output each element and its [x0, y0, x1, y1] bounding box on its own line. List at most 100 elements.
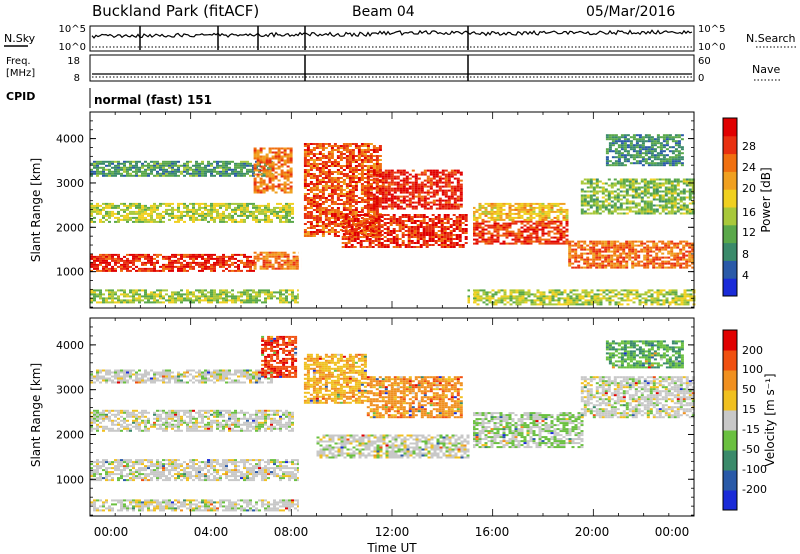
power-cell: [375, 161, 379, 163]
power-cell: [444, 191, 448, 194]
power-cell: [368, 234, 372, 236]
power-cell: [351, 169, 355, 171]
power-cell: [318, 189, 322, 191]
power-cell: [676, 252, 680, 255]
power-cell: [438, 197, 442, 200]
power-cell: [216, 162, 219, 165]
power-cell: [351, 167, 355, 169]
power-cell: [625, 244, 629, 247]
power-cell: [377, 216, 381, 218]
power-cell: [162, 289, 165, 292]
power-cell: [387, 183, 391, 186]
power-cell: [171, 299, 174, 302]
power-cell: [441, 177, 445, 180]
power-cell: [144, 289, 147, 292]
power-cell: [366, 157, 370, 159]
power-cell: [505, 214, 509, 217]
power-cell: [327, 145, 331, 147]
power-cell: [395, 218, 399, 220]
power-cell: [628, 244, 632, 247]
power-cell: [478, 216, 482, 219]
power-cell: [380, 216, 384, 218]
power-cell: [556, 228, 560, 231]
power-cell: [464, 218, 468, 220]
power-cell: [568, 252, 572, 255]
power-cell: [189, 210, 192, 213]
power-cell: [195, 202, 198, 205]
power-cell: [240, 301, 243, 304]
power-cell: [384, 171, 388, 174]
power-cell: [616, 254, 620, 257]
power-cell: [625, 264, 629, 267]
power-cell: [649, 262, 653, 265]
power-cell: [231, 214, 234, 217]
power-cell: [432, 171, 436, 174]
power-cell: [350, 244, 354, 246]
power-cell: [688, 264, 692, 267]
power-cell: [547, 226, 551, 229]
power-cell: [481, 220, 485, 223]
power-cell: [240, 299, 243, 302]
power-cell: [535, 202, 539, 205]
power-cell: [625, 256, 629, 259]
power-cell: [292, 265, 296, 268]
power-cell: [274, 177, 278, 180]
power-cell: [99, 289, 102, 292]
power-cell: [459, 203, 463, 206]
power-cell: [392, 246, 396, 248]
power-cell: [450, 175, 454, 178]
power-cell: [228, 168, 231, 171]
power-cell: [390, 193, 394, 196]
power-cell: [237, 299, 240, 302]
power-cell: [342, 143, 346, 145]
power-cell: [441, 199, 445, 202]
power-cell: [183, 204, 186, 207]
power-cell: [339, 229, 343, 231]
power-cell: [90, 301, 93, 304]
power-cell: [321, 213, 325, 215]
power-cell: [351, 199, 355, 201]
power-cell: [240, 259, 243, 262]
power-cell: [324, 209, 328, 211]
power-cell: [613, 204, 617, 207]
power-cell: [147, 295, 150, 298]
power-cell: [289, 167, 293, 170]
power-cell: [271, 173, 275, 176]
power-cell: [165, 172, 168, 175]
power-cell: [144, 267, 147, 270]
power-cell: [622, 196, 626, 199]
power-cell: [318, 229, 322, 231]
power-cell: [93, 291, 96, 294]
power-cell: [493, 230, 497, 233]
power-cell: [366, 199, 370, 202]
power-cell: [292, 251, 296, 254]
power-cell: [423, 173, 427, 176]
power-cell: [452, 214, 456, 216]
power-cell: [138, 166, 141, 169]
power-cell: [153, 291, 156, 294]
power-cell: [265, 175, 269, 178]
power-cell: [520, 242, 524, 245]
power-cell: [472, 234, 476, 237]
power-cell: [286, 179, 290, 182]
power-cell: [646, 196, 650, 199]
power-cell: [210, 208, 213, 211]
power-cell: [204, 170, 207, 173]
power-cell: [453, 199, 457, 202]
power-cell: [336, 161, 340, 163]
power-cell: [363, 145, 367, 147]
power-cell: [456, 169, 460, 172]
power-cell: [646, 264, 650, 267]
power-cell: [544, 204, 548, 207]
power-cell: [658, 266, 662, 269]
power-cell: [438, 207, 442, 210]
power-cell: [365, 218, 369, 220]
power-cell: [321, 221, 325, 223]
power-cell: [369, 209, 373, 211]
power-cell: [456, 203, 460, 206]
power-cell: [640, 178, 644, 181]
power-cell: [366, 165, 370, 167]
power-cell: [514, 222, 518, 225]
power-cell: [420, 171, 424, 174]
power-cell: [425, 228, 429, 230]
